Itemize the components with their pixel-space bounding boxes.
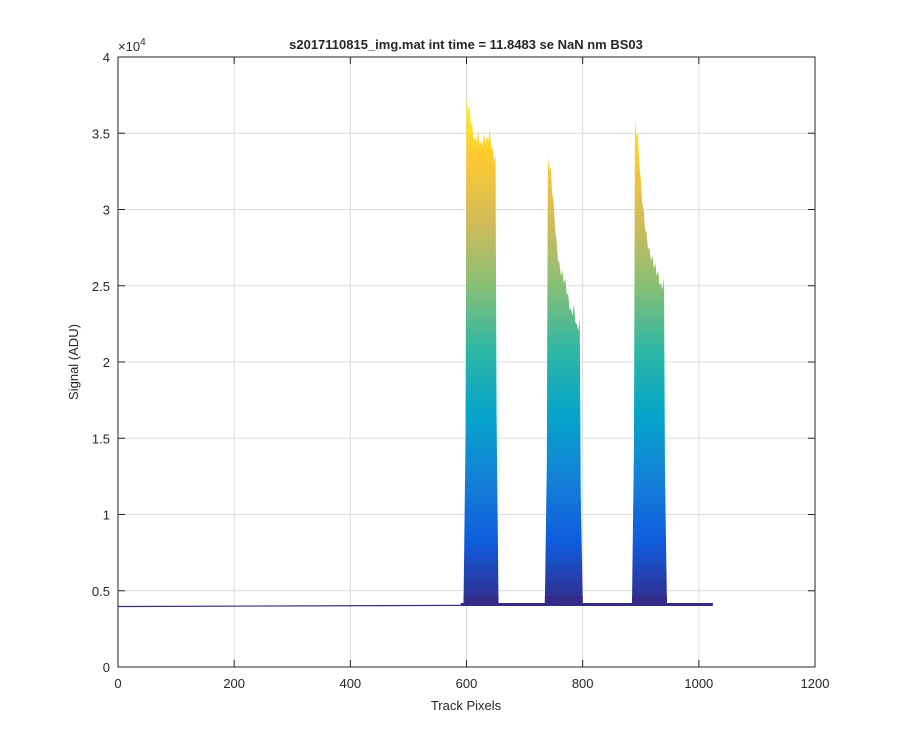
y-tick-label: 0 (103, 660, 110, 675)
peak-foot-3 (631, 596, 667, 606)
x-tick-label: 800 (572, 676, 594, 691)
x-tick-label: 400 (339, 676, 361, 691)
y-axis-label: Signal (ADU) (66, 324, 81, 400)
x-tick-label: 200 (223, 676, 245, 691)
y-tick-label: 1 (103, 508, 110, 523)
tick-layer: 0 200 400 600 800 1000 1200 0 0.5 1 1.5 2 2.5 3 3.5 4 (92, 50, 830, 691)
peak-3 (631, 118, 667, 606)
y-tick-label: 3 (103, 203, 110, 218)
data-layer (117, 95, 713, 608)
y-tick-label: 1.5 (92, 431, 110, 446)
peak-foot-1 (463, 596, 499, 606)
peak-foot-2 (544, 596, 583, 606)
x-tick-label: 600 (456, 676, 478, 691)
peak-1 (463, 95, 499, 606)
x-tick-label: 0 (114, 676, 121, 691)
y-tick-label: 0.5 (92, 584, 110, 599)
y-exponent-base: ×10 (118, 39, 140, 54)
x-tick-label: 1000 (684, 676, 713, 691)
y-exponent-label: ×104 (118, 37, 146, 54)
y-tick-label: 4 (103, 50, 110, 65)
x-tick-label: 1200 (801, 676, 830, 691)
y-tick-label: 3.5 (92, 126, 110, 141)
chart-title: s2017110815_img.mat int time = 11.8483 s… (289, 37, 643, 52)
y-exponent-power: 4 (140, 37, 146, 48)
x-axis-label: Track Pixels (431, 698, 502, 713)
y-tick-label: 2 (103, 355, 110, 370)
peak-2 (544, 156, 583, 606)
y-tick-label: 2.5 (92, 279, 110, 294)
